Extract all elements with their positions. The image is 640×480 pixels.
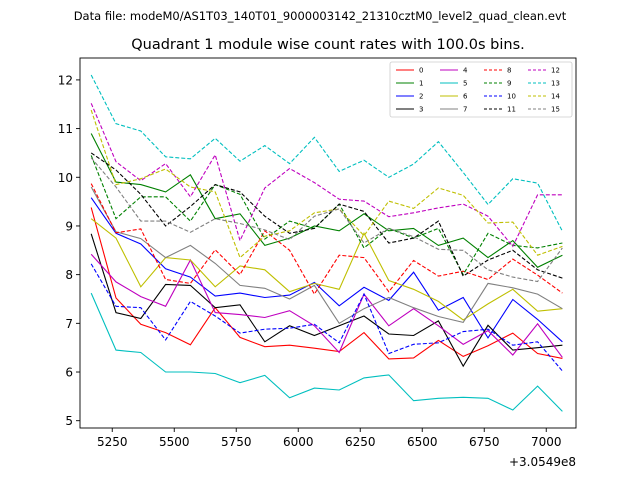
series-line-2 (90, 197, 563, 343)
legend-label-3: 3 (419, 106, 423, 114)
y-tick-label: 11 (58, 122, 73, 136)
legend-label-14: 14 (551, 93, 560, 101)
series-line-8 (90, 183, 563, 296)
y-tick-label: 8 (65, 268, 73, 282)
x-tick-label: 5500 (159, 435, 190, 449)
series-line-11 (90, 152, 563, 279)
legend-label-6: 6 (463, 93, 468, 101)
series-line-6 (90, 218, 563, 321)
legend-label-9: 9 (507, 80, 511, 88)
legend-label-13: 13 (551, 80, 560, 88)
legend-label-1: 1 (419, 80, 423, 88)
x-tick-label: 5250 (97, 435, 128, 449)
legend-label-10: 10 (507, 93, 516, 101)
y-tick-label: 6 (65, 366, 73, 380)
y-tick-label: 9 (65, 219, 73, 233)
series-line-13 (90, 74, 563, 232)
x-tick-label: 6000 (283, 435, 314, 449)
legend-label-5: 5 (463, 80, 467, 88)
series-line-5 (90, 292, 563, 412)
series-layer (90, 74, 563, 412)
legend-label-15: 15 (551, 106, 560, 114)
figure-suptitle: Data file: modeM0/AS1T03_140T01_90000031… (74, 9, 567, 23)
x-axis: 5250 5500 5750 6000 6250 6500 6750 7000 (97, 428, 562, 449)
series-line-12 (90, 103, 563, 248)
series-line-10 (90, 263, 563, 372)
legend-frame (389, 61, 573, 118)
series-line-14 (90, 109, 563, 259)
x-tick-label: 6250 (345, 435, 376, 449)
legend-label-11: 11 (507, 106, 516, 114)
y-axis: 5 6 7 8 9 10 11 12 (58, 73, 80, 428)
series-line-1 (90, 133, 563, 268)
series-line-4 (90, 253, 563, 358)
x-tick-label: 7000 (531, 435, 562, 449)
series-line-3 (90, 233, 563, 368)
chart-title: Quadrant 1 module wise count rates with … (131, 37, 525, 53)
legend-label-12: 12 (551, 67, 560, 75)
y-tick-label: 7 (65, 317, 73, 331)
series-line-9 (90, 155, 563, 276)
x-tick-label: 6500 (407, 435, 438, 449)
x-tick-label: 5750 (221, 435, 252, 449)
legend-label-2: 2 (419, 93, 423, 101)
legend-label-4: 4 (463, 67, 468, 75)
series-line-15 (90, 157, 563, 283)
legend-label-8: 8 (507, 67, 511, 75)
series-line-0 (90, 207, 563, 360)
series-line-7 (90, 186, 563, 325)
x-tick-label: 6750 (469, 435, 500, 449)
y-tick-label: 10 (58, 171, 73, 185)
legend-label-7: 7 (463, 106, 467, 114)
y-tick-label: 12 (58, 73, 73, 87)
x-offset-label: +3.0549e8 (509, 455, 576, 469)
y-tick-label: 5 (65, 414, 73, 428)
legend-label-0: 0 (419, 67, 423, 75)
plot-frame (79, 57, 577, 429)
